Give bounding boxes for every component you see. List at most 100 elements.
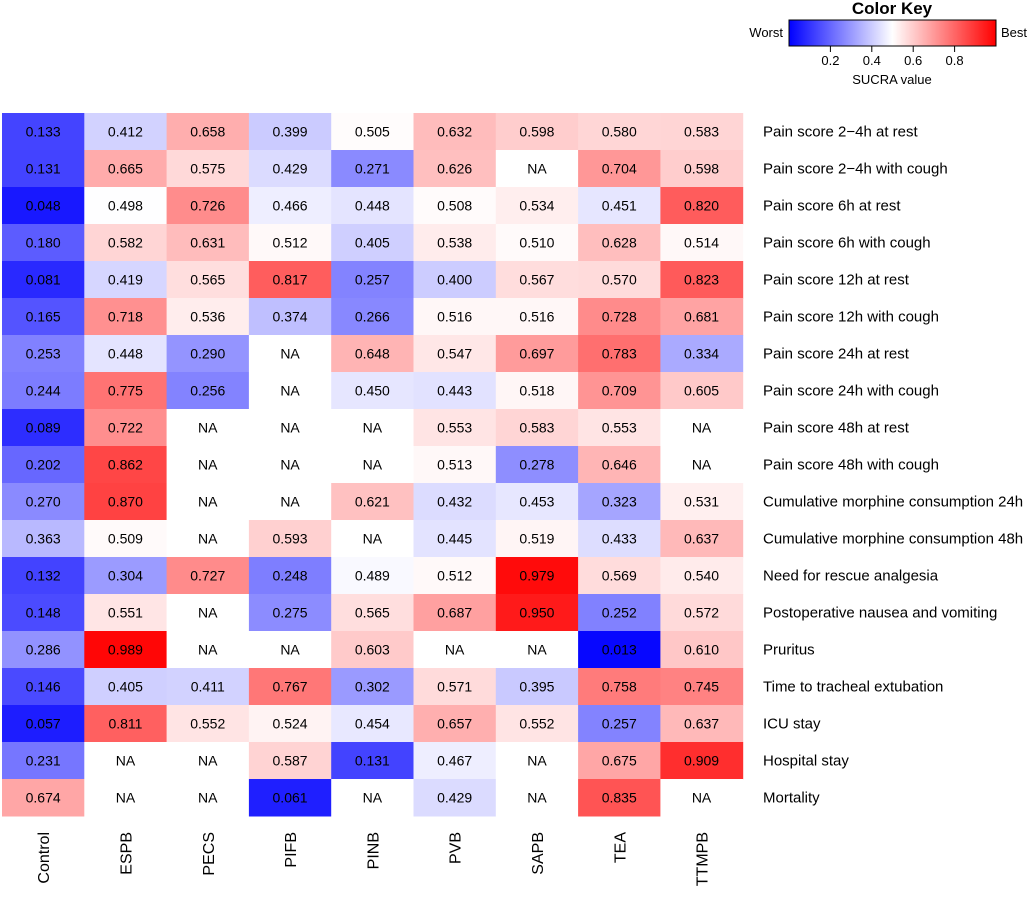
heatmap-cell-value: 0.013 xyxy=(602,642,637,658)
heatmap-cell-value: 0.498 xyxy=(108,198,143,214)
heatmap-cell-value: NA xyxy=(280,383,300,399)
heatmap-cell xyxy=(413,631,497,669)
heatmap-cell xyxy=(2,150,85,188)
heatmap-cell xyxy=(578,631,661,669)
heatmap-cell xyxy=(2,372,85,410)
heatmap-cell-value: 0.508 xyxy=(437,198,472,214)
heatmap-cell xyxy=(495,298,579,336)
heatmap-cell xyxy=(413,372,497,410)
heatmap-cell xyxy=(2,261,85,299)
heatmap-cell-value: NA xyxy=(280,420,300,436)
heatmap-cell-value: NA xyxy=(280,642,300,658)
heatmap-cell-value: 0.687 xyxy=(437,605,472,621)
heatmap-cell xyxy=(413,187,497,225)
heatmap-cell xyxy=(495,705,579,743)
heatmap-cell-value: 0.467 xyxy=(437,753,472,769)
color-key-tick-label: 0.2 xyxy=(821,53,839,68)
heatmap-cell-value: 0.570 xyxy=(602,272,637,288)
heatmap-cell-value: 0.870 xyxy=(108,494,143,510)
heatmap-cell-value: 0.709 xyxy=(602,383,637,399)
heatmap-cell-value: 0.146 xyxy=(26,679,61,695)
heatmap-cell-value: 0.524 xyxy=(273,716,308,732)
row-label: Postoperative nausea and vomiting xyxy=(763,605,997,622)
heatmap-cell-value: 0.275 xyxy=(273,605,308,621)
heatmap-cell xyxy=(166,631,250,669)
row-label: Pain score 48h with cough xyxy=(763,457,939,474)
heatmap-cell-value: 0.547 xyxy=(437,346,472,362)
row-label: Hospital stay xyxy=(763,753,849,770)
heatmap-cell xyxy=(166,187,250,225)
heatmap-cell-value: 0.552 xyxy=(190,716,225,732)
heatmap-cell xyxy=(248,298,332,336)
heatmap-cell xyxy=(495,557,579,595)
heatmap-cell-value: 0.658 xyxy=(190,124,225,140)
heatmap-cell xyxy=(495,187,579,225)
heatmap-cell xyxy=(578,298,661,336)
heatmap-cell-value: 0.637 xyxy=(684,716,719,732)
heatmap-cell xyxy=(413,483,497,521)
heatmap-cell-value: 0.569 xyxy=(602,568,637,584)
heatmap-cell xyxy=(578,594,661,632)
heatmap-cell-value: 0.454 xyxy=(355,716,390,732)
heatmap-cell xyxy=(413,668,497,706)
heatmap-cell xyxy=(166,520,250,558)
heatmap-cell xyxy=(84,261,168,299)
heatmap-cell xyxy=(2,446,85,484)
heatmap-cell xyxy=(331,520,414,558)
heatmap-cell-value: 0.519 xyxy=(519,531,554,547)
heatmap-cell xyxy=(660,631,744,669)
heatmap-cell-value: 0.270 xyxy=(26,494,61,510)
heatmap-cell xyxy=(331,298,414,336)
heatmap-cell xyxy=(578,261,661,299)
heatmap-cell xyxy=(413,409,497,447)
heatmap-cell xyxy=(84,520,168,558)
heatmap-cell-value: 0.448 xyxy=(108,346,143,362)
heatmap-cell-value: 0.399 xyxy=(273,124,308,140)
heatmap-cell xyxy=(248,557,332,595)
heatmap-cell xyxy=(578,557,661,595)
heatmap-cell xyxy=(166,372,250,410)
heatmap-cell-value: 0.540 xyxy=(684,568,719,584)
heatmap-cell xyxy=(495,520,579,558)
heatmap-cell-value: 0.405 xyxy=(355,235,390,251)
heatmap-cell xyxy=(166,261,250,299)
heatmap-cell-value: 0.697 xyxy=(519,346,554,362)
heatmap-cell-value: 0.775 xyxy=(108,383,143,399)
heatmap-cell-value: 0.572 xyxy=(684,605,719,621)
heatmap-cell xyxy=(84,224,168,262)
heatmap-cell xyxy=(84,113,168,151)
heatmap-cell xyxy=(578,335,661,373)
heatmap-cell-value: 0.593 xyxy=(273,531,308,547)
row-label: Cumulative morphine consumption 24h xyxy=(763,494,1023,511)
heatmap-cell-value: 0.286 xyxy=(26,642,61,658)
heatmap-cell xyxy=(331,150,414,188)
heatmap-cell xyxy=(248,446,332,484)
heatmap-cell-value: 0.516 xyxy=(519,309,554,325)
heatmap-cell xyxy=(331,446,414,484)
heatmap-cell-value: 0.745 xyxy=(684,679,719,695)
heatmap-cell xyxy=(578,446,661,484)
heatmap-cell-value: 0.950 xyxy=(519,605,554,621)
heatmap-cell-value: 0.575 xyxy=(190,161,225,177)
column-label: PECS xyxy=(201,832,218,876)
heatmap-cell-value: 0.551 xyxy=(108,605,143,621)
color-key-low-label: Worst xyxy=(749,25,783,40)
heatmap-cell-value: 0.450 xyxy=(355,383,390,399)
heatmap-cell-value: 0.513 xyxy=(437,457,472,473)
heatmap-cell-value: NA xyxy=(363,790,383,806)
heatmap-cell xyxy=(2,668,85,706)
heatmap-cell-value: 0.598 xyxy=(684,161,719,177)
color-key: Color Key Worst Best 0.2 0.4 0.6 0.8 SUCRA … xyxy=(749,0,1027,87)
heatmap-cell xyxy=(331,742,414,780)
heatmap-cell xyxy=(248,520,332,558)
heatmap-cell xyxy=(660,779,744,817)
heatmap-cell-value: NA xyxy=(280,494,300,510)
heatmap-cell-value: 0.202 xyxy=(26,457,61,473)
heatmap-cell xyxy=(660,224,744,262)
heatmap-cell-value: NA xyxy=(116,753,136,769)
heatmap-cell-value: 0.081 xyxy=(26,272,61,288)
heatmap-cell-value: NA xyxy=(198,642,218,658)
color-key-ticks: 0.2 0.4 0.6 0.8 xyxy=(821,46,964,68)
heatmap-cell xyxy=(331,224,414,262)
